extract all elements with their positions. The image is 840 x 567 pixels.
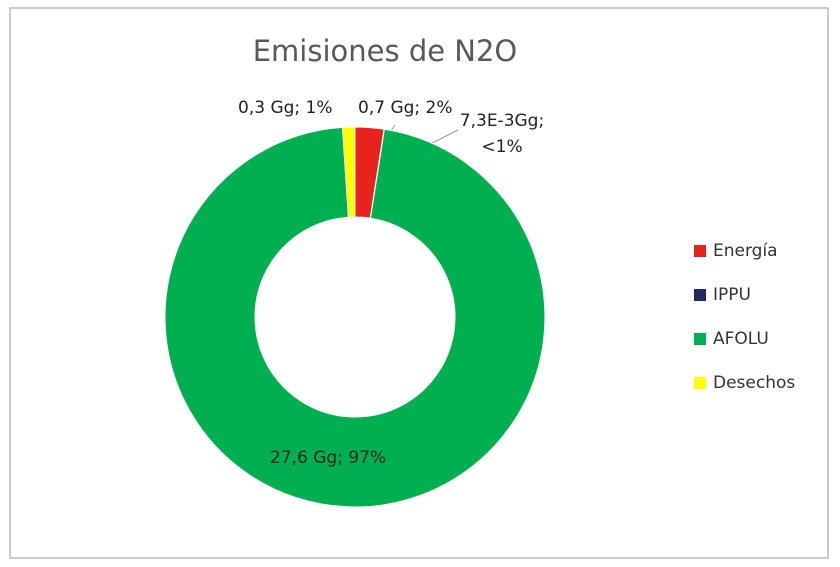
value-label: 0,7 Gg; 2% <box>358 98 453 118</box>
slice <box>341 126 356 218</box>
legend-swatch <box>694 333 706 345</box>
legend-label: Desechos <box>713 373 795 393</box>
legend-label: IPPU <box>713 285 751 305</box>
legend-swatch <box>694 245 706 257</box>
legend-swatch <box>694 289 706 301</box>
value-label: 7,3E-3Gg; <1% <box>459 111 545 157</box>
legend-label: AFOLU <box>713 329 769 349</box>
slice <box>164 126 546 508</box>
value-label: 0,3 Gg; 1% <box>238 98 333 118</box>
legend-label: Energía <box>713 241 778 261</box>
value-label: 27,6 Gg; 97% <box>270 448 387 468</box>
chart-title: Emisiones de N2O <box>253 34 518 68</box>
legend-swatch <box>694 377 706 389</box>
